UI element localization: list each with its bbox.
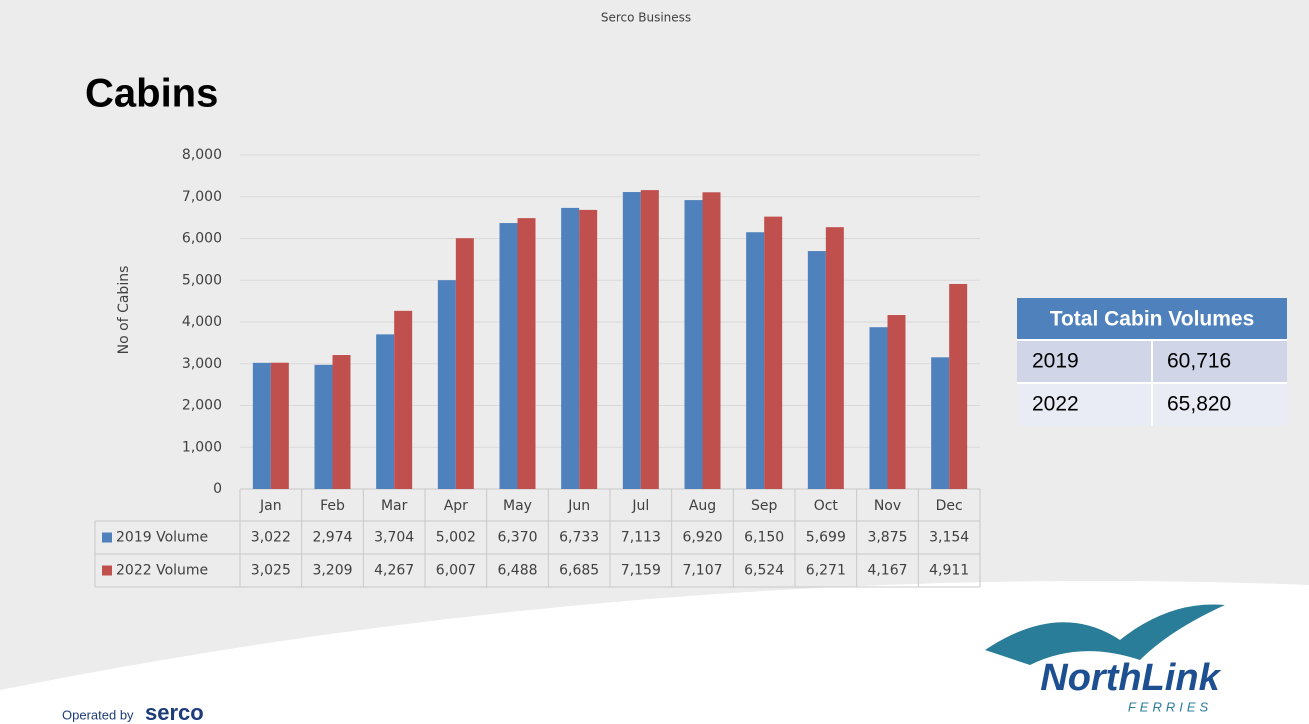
data-label: 4,911 [929,563,969,579]
bar [517,218,536,489]
data-label: 4,167 [867,563,907,579]
header-text: Serco Business [601,11,691,25]
x-tick-label: Apr [444,498,468,514]
y-tick-label: 0 [213,481,222,497]
bar [825,227,844,490]
bar [561,207,580,489]
y-tick-label: 5,000 [182,272,222,288]
x-tick-label: Jan [259,498,282,514]
bar [579,209,598,489]
table-cell: 65,820 [1167,393,1231,416]
logo-shape [985,604,1225,665]
slide-title: Cabins [85,72,218,116]
footer-text: Operated by [62,707,134,722]
x-tick-label: Dec [936,498,963,514]
y-tick-label: 8,000 [182,147,222,163]
y-tick-label: 6,000 [182,231,222,247]
bar [746,232,765,490]
data-label: 6,733 [559,530,599,546]
data-label: 3,154 [929,530,969,546]
legend-key [102,565,112,576]
logo-name: NorthLink [1040,657,1221,699]
data-label: 3,209 [312,563,352,579]
data-label: 7,159 [621,563,661,579]
data-label: 6,007 [436,563,476,579]
bar [869,327,888,489]
bar [702,192,721,489]
bar [622,192,641,489]
x-tick-label: Sep [751,498,778,514]
bar [394,310,413,489]
data-label: 6,920 [682,530,722,546]
bar [376,334,395,489]
data-label: 6,370 [497,530,537,546]
x-tick-label: Aug [689,498,716,514]
y-tick-label: 3,000 [182,356,222,372]
y-tick-label: 2,000 [182,398,222,414]
data-label: 6,488 [497,563,537,579]
data-label: 6,524 [744,563,784,579]
bar [807,251,826,489]
summary-table: Total Cabin Volumes 2019 60,716 2022 65,… [1017,298,1287,426]
x-tick-label: May [503,498,532,514]
data-label: 7,113 [621,530,661,546]
x-tick-label: Jul [631,498,649,514]
data-label: 6,271 [806,563,846,579]
bar [252,362,271,489]
data-label: 3,022 [251,530,291,546]
data-label: 7,107 [682,563,722,579]
y-tick-label: 1,000 [182,439,222,455]
bar [764,216,783,490]
logo-sub: FERRIES [1128,699,1212,714]
bar [455,238,474,489]
y-axis-label: No of Cabins [116,266,132,355]
data-label: 3,704 [374,530,414,546]
y-tick-label: 7,000 [182,189,222,205]
legend-key [102,532,112,543]
table-title: Total Cabin Volumes [1050,308,1255,331]
background-curve [0,580,1309,724]
y-tick-label: 4,000 [182,314,222,330]
table-cell: 60,716 [1167,350,1231,373]
bar [640,190,659,489]
logo: NorthLink FERRIES [985,604,1225,714]
bar [437,280,456,489]
data-label: 3,875 [867,530,907,546]
bar [887,315,906,489]
bar [332,355,351,489]
legend-label: 2019 Volume [116,530,208,546]
bar [499,223,518,490]
bar [931,357,950,489]
bar [314,364,333,489]
table-header [1017,298,1287,340]
data-label: 5,699 [806,530,846,546]
x-tick-label: Oct [814,498,839,514]
table-cell: 2019 [1032,350,1079,373]
x-tick-label: Feb [320,498,345,514]
data-label: 6,685 [559,563,599,579]
x-tick-label: Nov [874,498,901,514]
legend-label: 2022 Volume [116,563,208,579]
data-label: 4,267 [374,563,414,579]
footer-brand: serco [145,700,204,724]
data-label: 2,974 [312,530,352,546]
data-label: 6,150 [744,530,784,546]
data-label: 5,002 [436,530,476,546]
x-tick-label: Mar [381,498,408,514]
table-cell: 2022 [1032,393,1079,416]
bar [684,200,703,489]
bar [270,362,289,489]
x-tick-label: Jun [567,498,590,514]
bar [949,283,968,489]
data-label: 3,025 [251,563,291,579]
